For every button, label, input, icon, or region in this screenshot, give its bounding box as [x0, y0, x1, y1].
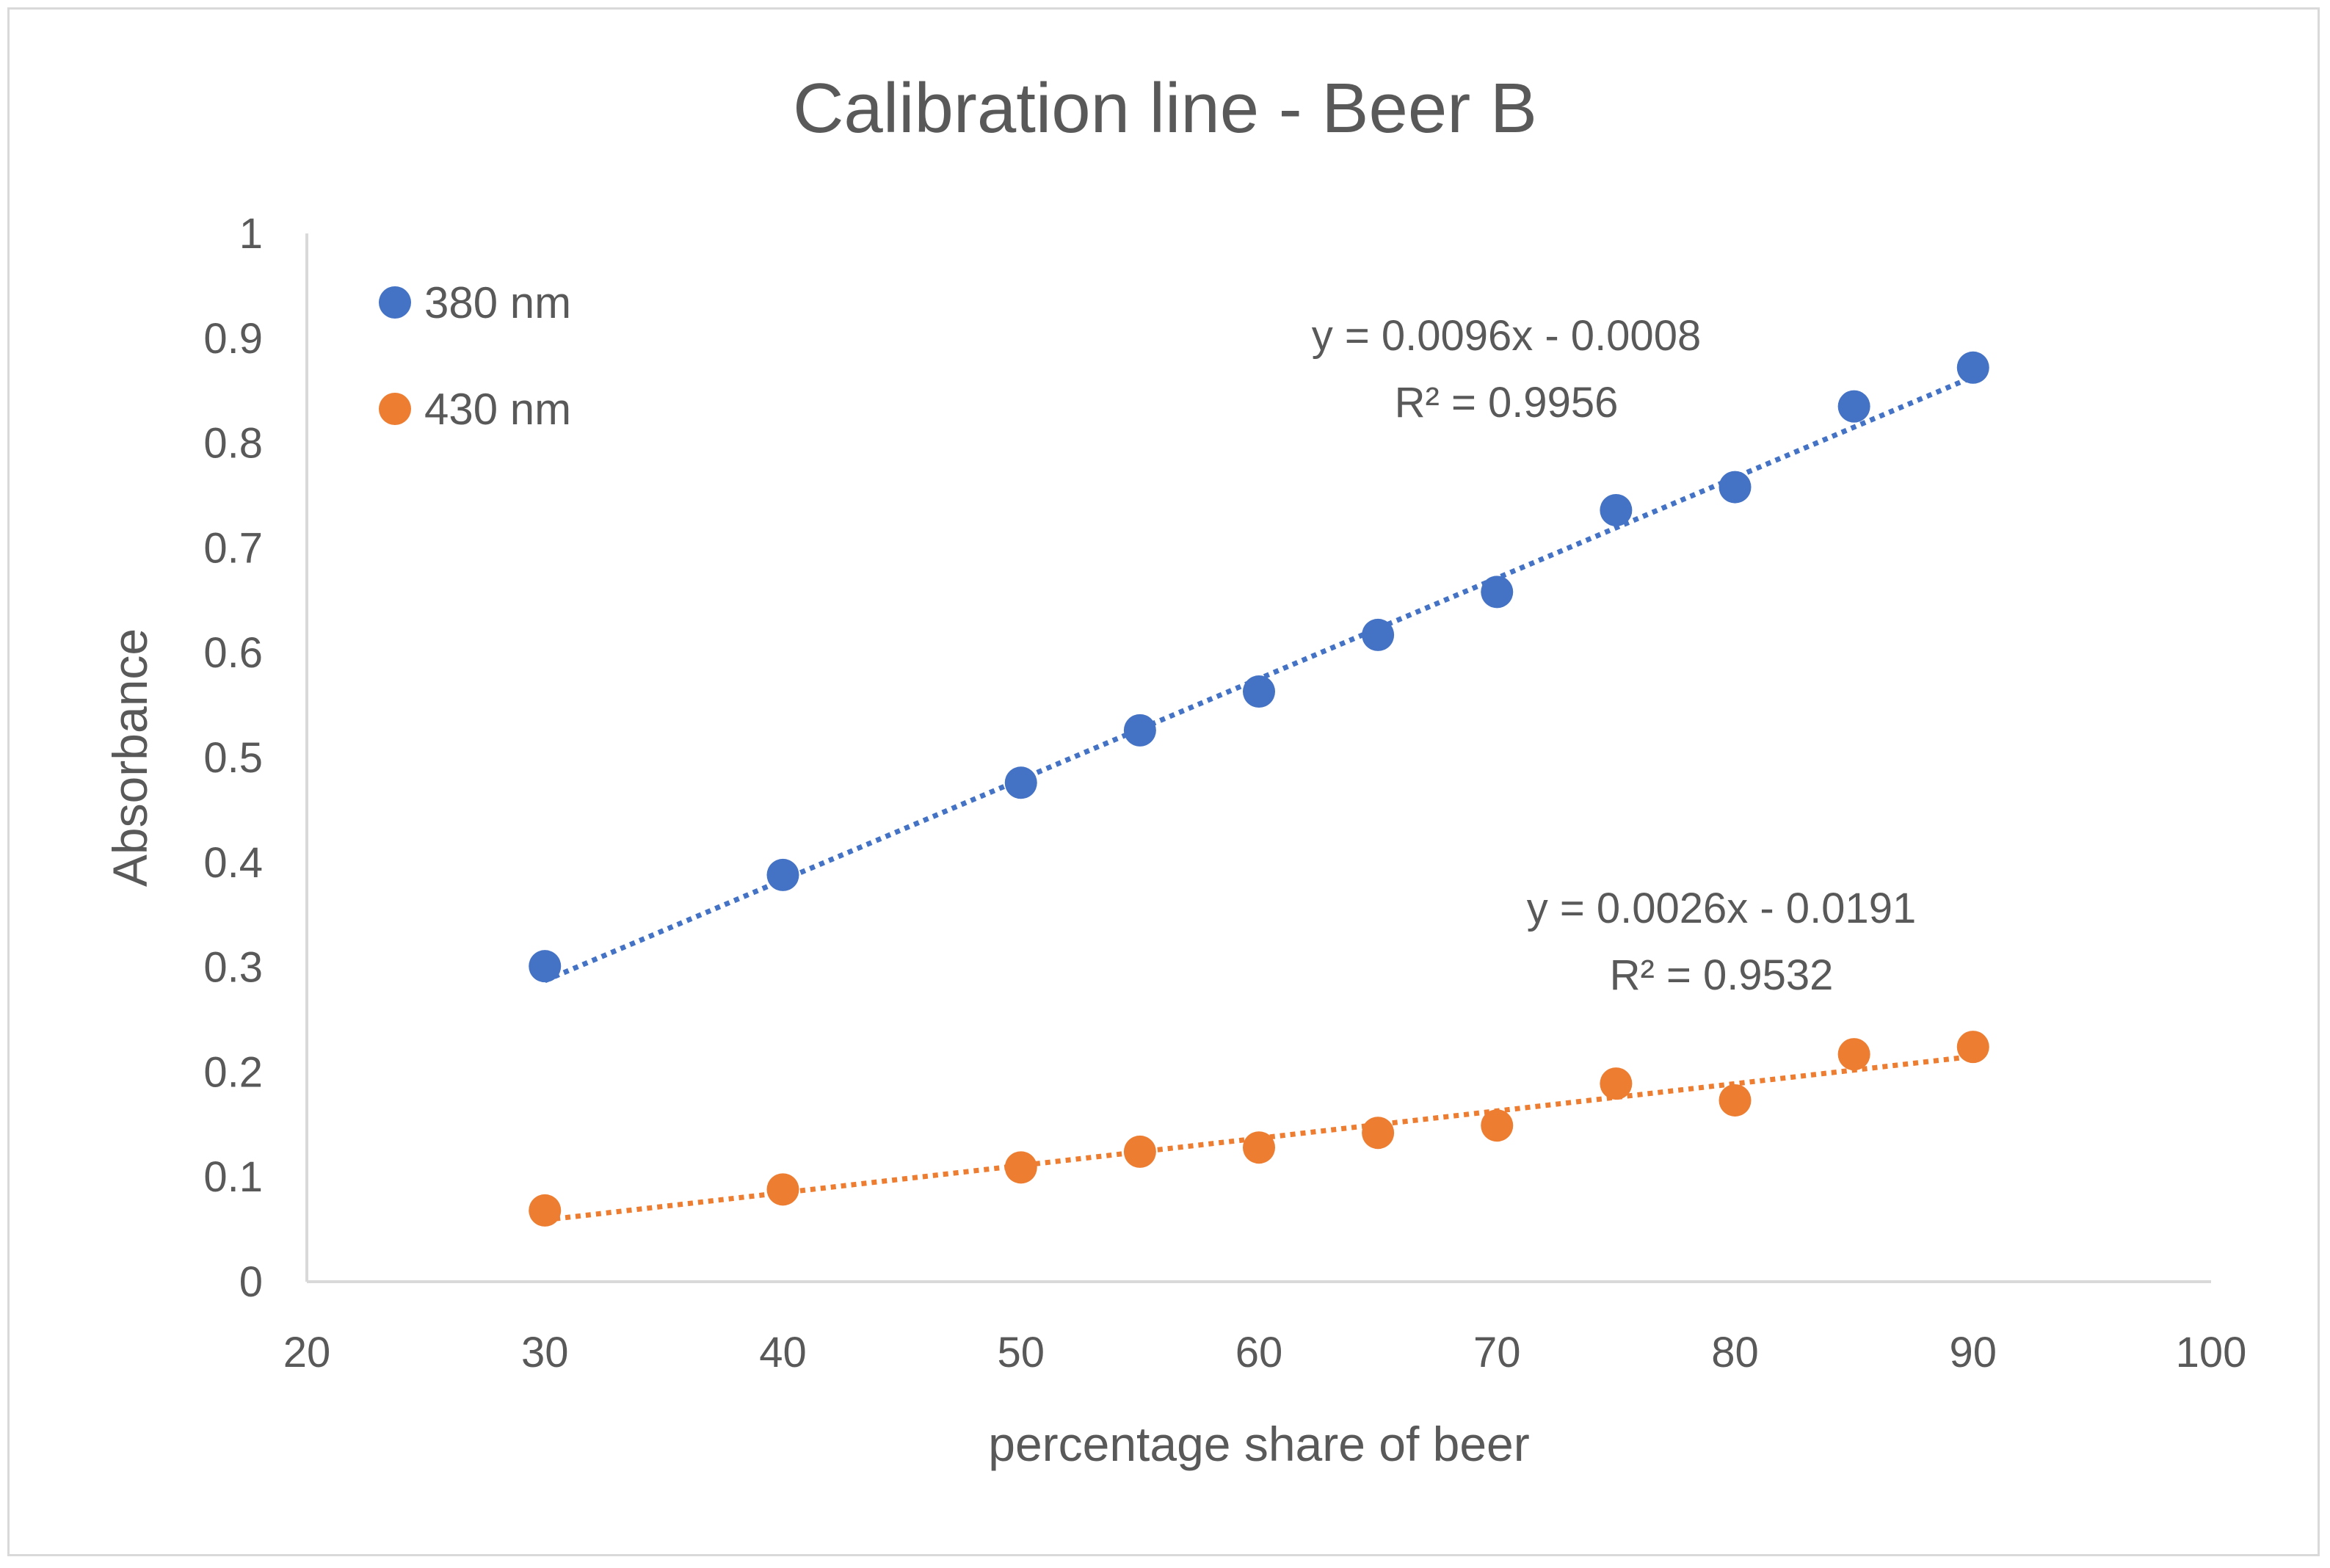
y-tick-label: 0.5: [203, 734, 263, 782]
x-tick-labels: 20 30 40 50 60 70 80 90 100: [283, 1329, 2247, 1376]
data-point-430-nm: [529, 1194, 562, 1227]
x-tick-label: 40: [759, 1329, 807, 1376]
data-point-430-nm: [1600, 1067, 1633, 1100]
data-point-430-nm: [1719, 1084, 1752, 1117]
x-tick-label: 30: [521, 1329, 569, 1376]
equation-430: y = 0.0026x - 0.0191: [1527, 885, 1916, 932]
data-point-380-nm: [766, 858, 799, 891]
data-point-430-nm: [1362, 1117, 1395, 1150]
x-tick-label: 70: [1473, 1329, 1521, 1376]
r2-380: R² = 0.9956: [1395, 379, 1619, 427]
y-tick-label: 0.7: [203, 524, 263, 572]
legend-marker-430: [379, 393, 411, 425]
chart-title: Calibration line - Beer B: [793, 69, 1537, 148]
y-tick-label: 0.1: [203, 1153, 263, 1201]
x-axis-label: percentage share of beer: [988, 1417, 1530, 1471]
data-point-380-nm: [1600, 493, 1633, 526]
y-tick-labels: 0 0.1 0.2 0.3 0.4 0.5 0.6 0.7 0.8 0.9 1: [203, 210, 263, 1306]
chart-frame: [7, 7, 2320, 1556]
data-point-430-nm: [1004, 1151, 1037, 1184]
equation-380: y = 0.0096x - 0.0008: [1312, 312, 1701, 360]
y-tick-label: 0.6: [203, 629, 263, 677]
data-point-380-nm: [529, 950, 562, 983]
x-tick-label: 100: [2176, 1329, 2247, 1376]
legend-marker-380: [379, 286, 411, 319]
data-point-430-nm: [766, 1173, 799, 1206]
y-tick-label: 0.9: [203, 315, 263, 363]
data-point-380-nm: [1243, 675, 1275, 708]
data-point-430-nm: [1481, 1109, 1514, 1142]
data-point-380-nm: [1004, 766, 1037, 799]
y-tick-label: 0.8: [203, 420, 263, 468]
data-point-380-nm: [1362, 618, 1395, 651]
axes: [305, 233, 2211, 1283]
data-point-430-nm: [1123, 1135, 1156, 1168]
r2-430: R² = 0.9532: [1610, 951, 1834, 999]
y-tick-label: 0.2: [203, 1048, 263, 1096]
data-point-380-nm: [1837, 390, 1870, 423]
data-point-380-nm: [1719, 471, 1752, 504]
y-tick-label: 0: [239, 1258, 263, 1306]
data-point-380-nm: [1481, 576, 1514, 609]
x-tick-label: 80: [1711, 1329, 1759, 1376]
x-tick-label: 20: [283, 1329, 331, 1376]
y-tick-label: 0.4: [203, 839, 263, 887]
x-tick-label: 50: [997, 1329, 1045, 1376]
y-tick-label: 0.3: [203, 944, 263, 992]
trendlines: [543, 374, 1975, 1223]
data-points: [529, 351, 1989, 1227]
y-axis-label: Absorbance: [103, 628, 157, 887]
data-point-380-nm: [1123, 714, 1156, 747]
data-point-380-nm: [1956, 351, 1989, 384]
legend-label-430: 430 nm: [424, 385, 571, 434]
trendline-annotations: y = 0.0096x - 0.0008 R² = 0.9956 y = 0.0…: [1312, 312, 1916, 999]
legend: 380 nm 430 nm: [379, 278, 571, 434]
legend-label-380: 380 nm: [424, 278, 571, 327]
x-tick-label: 90: [1949, 1329, 1997, 1376]
x-tick-label: 60: [1235, 1329, 1283, 1376]
data-point-430-nm: [1243, 1131, 1275, 1164]
data-point-430-nm: [1837, 1038, 1870, 1071]
y-tick-label: 1: [239, 210, 263, 258]
data-point-430-nm: [1956, 1031, 1989, 1064]
